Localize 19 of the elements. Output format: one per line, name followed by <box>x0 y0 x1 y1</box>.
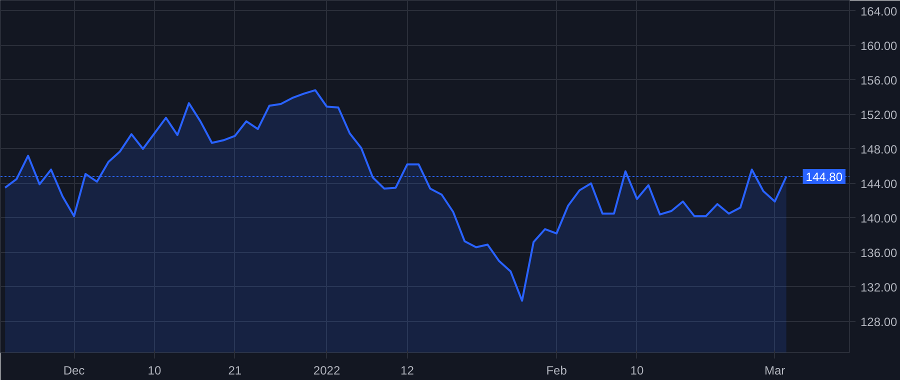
x-tick-label: 2022 <box>313 364 340 378</box>
y-tick-label: 156.00 <box>860 73 898 88</box>
x-tick-label: 12 <box>400 364 414 378</box>
y-tick-label: 164.00 <box>860 4 898 18</box>
ref-line-label: 144.80 <box>806 170 843 184</box>
x-tick-label: 10 <box>148 364 162 378</box>
y-tick-label: 148.00 <box>860 142 898 156</box>
x-tick-label: Mar <box>764 364 786 378</box>
x-tick-label: Feb <box>546 364 568 378</box>
y-tick-label: 160.00 <box>860 38 898 53</box>
x-tick-label: 21 <box>228 364 242 378</box>
x-tick-label: 10 <box>630 364 644 378</box>
y-tick-label: 128.00 <box>860 314 898 329</box>
x-tick-label: Dec <box>63 364 85 378</box>
y-tick-label: 140.00 <box>860 211 898 226</box>
y-tick-label: 144.00 <box>860 176 898 191</box>
y-tick-label: 132.00 <box>860 280 898 294</box>
y-tick-label: 136.00 <box>860 246 898 260</box>
y-tick-label: 152.00 <box>860 108 898 122</box>
